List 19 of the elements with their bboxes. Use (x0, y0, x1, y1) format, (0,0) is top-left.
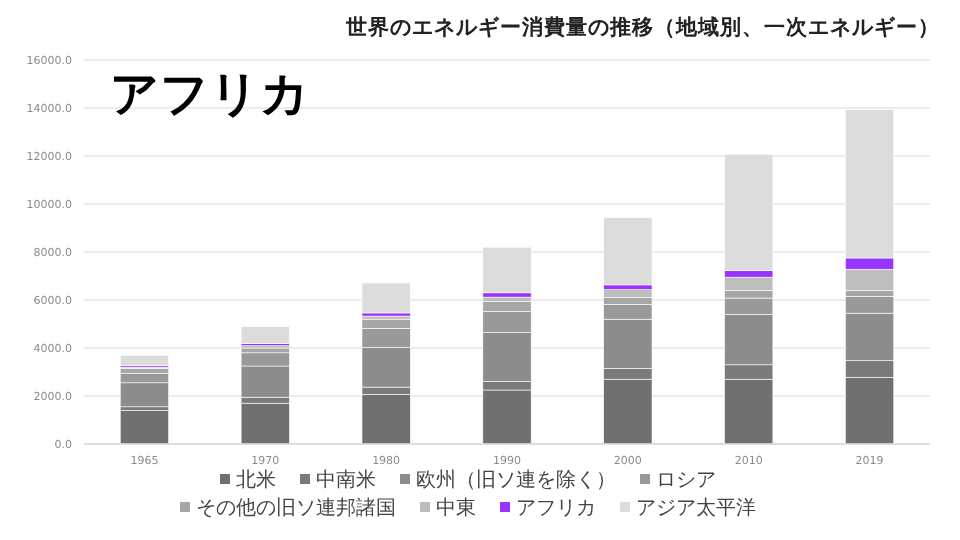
bar (240, 326, 290, 344)
bar (119, 410, 169, 445)
legend-label: アジア太平洋 (636, 496, 756, 520)
legend-label: ロシア (656, 470, 716, 492)
bar (724, 276, 774, 291)
chart-subtitle: アフリカ (110, 66, 310, 122)
bar (119, 354, 169, 367)
bar (240, 402, 290, 445)
chart-title: 世界のエネルギー消費量の推移（地域別、一次エネルギー） (344, 14, 940, 40)
legend-label: アフリカ (516, 498, 596, 520)
legend-label: 欧州（旧ソ連を除く） (416, 468, 616, 492)
bar (482, 389, 532, 445)
bar (361, 394, 411, 445)
legend-label: その他の旧ソ連邦諸国 (196, 496, 396, 520)
legend-label: 中東 (436, 496, 476, 520)
bar (603, 289, 653, 298)
legend-label: 中南米 (316, 468, 376, 492)
legend-label: 北米 (236, 468, 276, 492)
bar (119, 382, 169, 408)
